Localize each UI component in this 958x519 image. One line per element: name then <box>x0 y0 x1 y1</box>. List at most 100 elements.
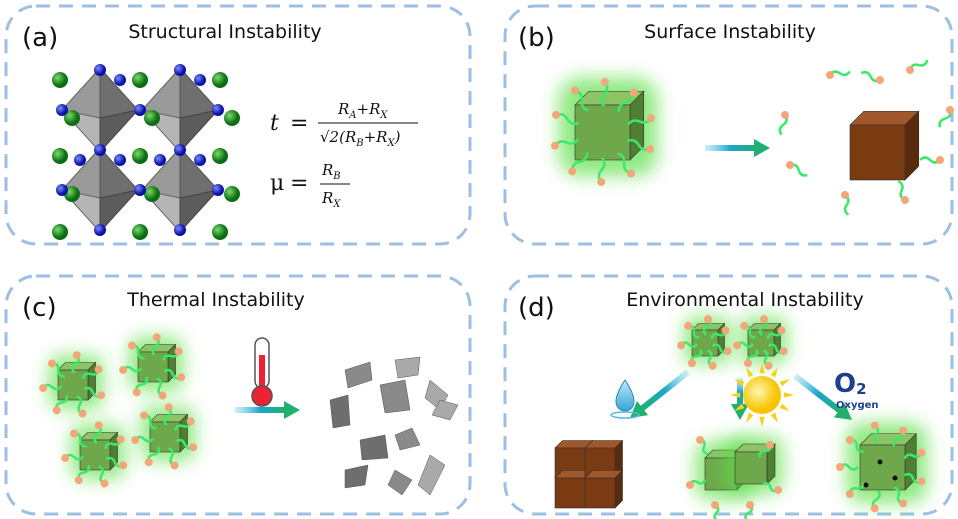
panel-title: Surface Instability <box>644 21 816 43</box>
ligand <box>617 152 635 178</box>
ligand-head <box>94 421 103 430</box>
blue-atom <box>154 154 166 166</box>
ligand-head <box>766 441 774 449</box>
blue-atom <box>134 104 146 116</box>
ligand <box>903 448 926 460</box>
cube-front <box>149 421 181 453</box>
ligand-head <box>597 177 606 186</box>
panel-c <box>4 274 472 516</box>
ligand-head <box>550 141 559 150</box>
ligand <box>710 326 730 340</box>
sun-ray <box>770 412 778 423</box>
blue-atom <box>74 154 86 166</box>
ligand-head <box>39 383 48 392</box>
ligand-head <box>779 347 788 356</box>
cube-front <box>849 124 906 181</box>
ligand <box>627 138 654 154</box>
ligand <box>74 464 91 485</box>
ligand <box>163 403 173 426</box>
octahedron-face <box>179 109 220 154</box>
green-atom <box>64 110 80 126</box>
panel-title: Structural Instability <box>128 21 321 43</box>
ligand <box>763 349 773 370</box>
ligand-head <box>777 326 786 335</box>
sun-ray <box>746 367 754 378</box>
ligand <box>151 333 161 356</box>
formula-denominator: √2(RB+RX) <box>320 128 401 149</box>
debris <box>344 361 373 389</box>
cube-front <box>137 351 169 383</box>
ligand <box>744 501 754 519</box>
ligand <box>740 321 756 339</box>
green-atom <box>224 186 240 202</box>
sun-ray <box>746 412 754 423</box>
ligand <box>83 386 106 400</box>
blue-atom <box>114 154 126 166</box>
blue-atom <box>114 74 126 86</box>
ligand-head <box>899 426 907 435</box>
ligand-head <box>845 436 854 445</box>
ligand <box>836 463 859 471</box>
ligand-head <box>684 321 693 330</box>
ligand-head <box>94 365 103 374</box>
ligand-head <box>177 373 186 382</box>
debris <box>431 399 459 421</box>
crystal-structure <box>52 64 240 240</box>
ligand-head <box>568 167 577 176</box>
ligand <box>786 161 808 177</box>
ligand-head <box>936 156 944 164</box>
formula-denominator: RX <box>321 189 341 210</box>
ligand <box>175 438 198 452</box>
green-atom <box>224 110 240 126</box>
debris <box>394 427 421 451</box>
panel-title: Environmental Instability <box>626 289 864 311</box>
ligand-head <box>119 461 128 470</box>
panel-title: Thermal Instability <box>126 289 305 311</box>
ligand-head <box>906 66 914 74</box>
ligand-chain <box>617 152 632 175</box>
ligand-head <box>917 448 926 457</box>
ligand-head <box>870 421 879 430</box>
ligand <box>144 446 161 467</box>
ligand-head <box>711 501 719 509</box>
panel-d <box>503 274 954 516</box>
sun-ray <box>734 379 745 387</box>
ligand <box>156 377 167 400</box>
ligand <box>707 349 717 370</box>
sun-ray <box>759 363 765 374</box>
ligand-chain <box>555 112 579 126</box>
ligand-head <box>128 341 137 350</box>
arrow-head <box>630 401 649 419</box>
formula-lhs: t <box>270 111 279 136</box>
ligand-chain <box>617 92 636 112</box>
panel-label: (d) <box>518 293 555 323</box>
arrow-head <box>754 139 770 157</box>
ligand <box>168 447 179 470</box>
ligand-head <box>845 489 854 498</box>
ligand-head <box>626 169 635 178</box>
sun-ray <box>734 403 745 411</box>
ligand <box>906 59 929 74</box>
ligand-head <box>740 321 749 330</box>
ligand-head <box>174 347 183 356</box>
ligand-head <box>759 315 768 324</box>
oxygen-label: Oxygen <box>836 400 879 411</box>
ligand-chain <box>553 138 580 147</box>
oxygen-symbol: O2 <box>834 369 867 399</box>
debris <box>379 379 411 414</box>
ligand <box>52 394 69 415</box>
sun-ray <box>779 379 790 387</box>
panel-b <box>503 4 954 246</box>
debris <box>329 394 351 429</box>
ligand <box>76 395 87 418</box>
ligand <box>163 368 186 382</box>
ligand <box>71 351 81 374</box>
green-atom <box>132 224 148 240</box>
ligand-head <box>144 458 153 467</box>
ligand <box>870 489 881 513</box>
blue-atom <box>212 184 224 196</box>
ligand-head <box>140 411 149 420</box>
ligand-head <box>723 347 732 356</box>
ligand-chain <box>627 138 651 152</box>
